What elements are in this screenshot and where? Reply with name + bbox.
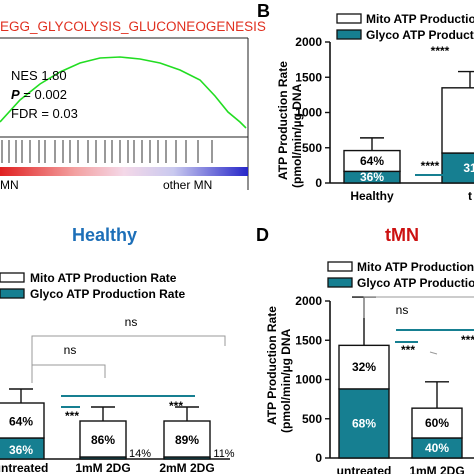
bar-mito [163,420,211,458]
panel-b: B Mito ATP Production Glyco ATP Producti… [257,1,474,203]
panel-c-chart: 64% 36% untreated 86% 14%1mM 2DG 89% 11%2mM 2D… [0,315,235,474]
panel-b-ylabel: ATP Production Rate (pmol/min/µg DNA [276,58,304,188]
bar-mito [0,402,45,439]
category-label: untreated [337,464,392,474]
legend-glyco-swatch [0,288,25,299]
bar-mito [338,344,390,390]
sig-bracket [31,335,226,383]
gsea-ranked-list-bar [0,167,248,176]
sig-label: *** [401,343,415,357]
legend-mito-swatch [327,261,353,272]
bar-label-mito: 32% [352,360,376,374]
gsea-nes: NES 1.80 [11,68,67,83]
y-tick-label: 1000 [295,106,322,120]
panel-c: Healthy Mito ATP Production Rate Glyco A… [0,225,235,474]
bar-mito [343,149,401,173]
sig-bracket [363,296,474,318]
panel-a-gsea: EGG_GLYCOLYSIS_GLUCONEOGENESIS NES 1.80 … [0,19,266,192]
legend-mito-swatch [0,272,25,283]
bar-label-mito: 60% [425,416,449,430]
legend-mito-label: Mito ATP Production [357,260,474,274]
panel-d-ylabel-line1: ATP Production Rate [265,306,279,425]
legend-glyco-label: Glyco ATP Production [366,28,474,42]
bar-label-glyco: 36% [9,443,33,457]
legend-mito-label: Mito ATP Production Rate [30,271,177,285]
gsea-right-label: other MN [163,178,212,192]
sig-bracket [429,351,438,355]
y-tick-label: 500 [302,141,322,155]
bar-mito [441,87,474,154]
bar-label-glyco: 68% [352,416,376,430]
legend-glyco-label: Glyco ATP Production Rate [30,287,185,301]
bar-mito [79,420,127,458]
sig-label: **** [421,159,440,173]
panel-d-letter: D [256,225,269,245]
y-tick-label: 1500 [295,333,322,347]
bar-mito [411,407,463,439]
panel-d-ylabel: ATP Production Rate (pmol/min/µg DNA [265,303,293,433]
bar-glyco [338,388,390,459]
gsea-hit-ticks [1,140,213,163]
panel-c-title: Healthy [72,225,137,245]
panel-d-title: tMN [385,225,419,245]
bar-label-mito: 86% [91,433,115,447]
bar-label-glyco: 36% [360,170,384,184]
gsea-enrichment-curve [0,56,247,129]
gsea-pvalue: P = 0.002 [11,87,67,102]
panel-d-chart: 0 500 1000 1500 2000 68% 32% untreated 40% 60% 1mM… [295,294,474,474]
sig-label: *** [461,333,474,347]
sig-label: *** [169,399,183,413]
category-label: 1mM 2DG [75,461,130,474]
bar-label-glyco: 14% [129,448,151,460]
sig-label: *** [65,409,79,423]
category-label: 2mM 2DG [159,461,214,474]
category-label: t [468,189,472,203]
panel-b-legend: Mito ATP Production Glyco ATP Production [336,12,474,42]
y-tick-label: 2000 [295,294,322,308]
y-tick-label: 0 [315,451,322,465]
gsea-p-label: P [11,87,20,102]
bar-label-mito: 89% [175,433,199,447]
legend-glyco-swatch [336,29,362,40]
y-tick-label: 500 [302,412,322,426]
gsea-p-value: = 0.002 [20,87,67,102]
y-tick-label: 0 [315,176,322,190]
category-label: 1mM 2DG [409,464,464,474]
gsea-fdr: FDR = 0.03 [11,106,78,121]
legend-glyco-label: Glyco ATP Production [357,276,474,290]
bar-label-mito: 64% [9,415,33,429]
panel-b-chart: 0 500 1000 1500 2000 36% 64% Healthy 31 t **** **** [295,35,474,203]
sig-label: ns [396,303,409,317]
y-tick-label: 1000 [295,373,322,387]
bar-label-mito: 64% [360,154,384,168]
legend-glyco-swatch [327,277,353,288]
legend-mito-swatch [336,13,362,24]
y-tick-label: 1500 [295,70,322,84]
legend-mito-label: Mito ATP Production [366,12,474,26]
bar-label-glyco: 31 [463,161,474,175]
panel-d: D tMN Mito ATP Production Glyco ATP Prod… [256,225,474,474]
sig-label: ns [64,343,77,357]
sig-bracket [31,364,106,383]
bar-label-glyco: 40% [425,441,449,455]
panel-b-ylabel-line1: ATP Production Rate [276,61,290,180]
category-label: untreated [0,461,48,474]
panel-b-ylabel-line2: (pmol/min/µg DNA [290,83,304,188]
category-label: Healthy [350,189,394,203]
panel-c-legend: Mito ATP Production Rate Glyco ATP Produ… [0,271,185,301]
panel-d-legend: Mito ATP Production Glyco ATP Production [327,260,474,290]
gsea-left-label: MN [0,178,19,192]
bar-label-glyco: 11% [213,448,234,460]
sig-label: **** [431,44,450,58]
y-tick-label: 2000 [295,35,322,49]
gsea-title: EGG_GLYCOLYSIS_GLUCONEOGENESIS [0,19,266,34]
panel-b-letter: B [257,1,270,21]
sig-label: ns [125,315,138,329]
panel-d-ylabel-line2: (pmol/min/µg DNA [279,328,293,433]
